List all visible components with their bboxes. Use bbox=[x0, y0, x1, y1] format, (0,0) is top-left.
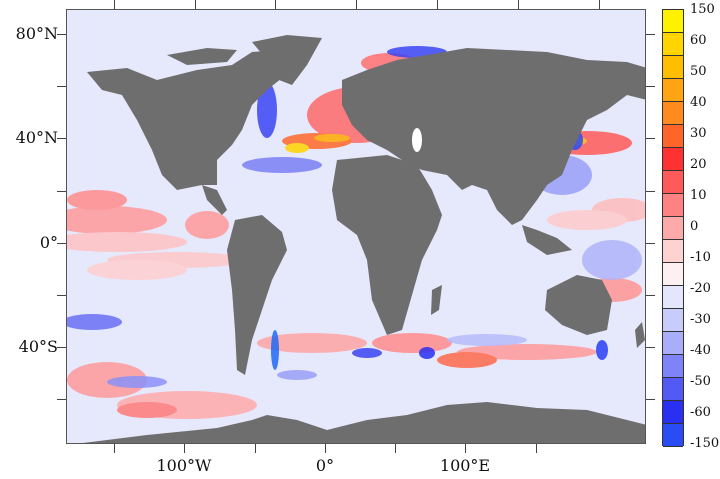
colorbar-label: 20 bbox=[690, 157, 707, 172]
colorbar-label: -60 bbox=[690, 405, 711, 420]
colorbar-box bbox=[663, 355, 683, 378]
colorbar-label: 30 bbox=[690, 126, 707, 141]
colorbar-label: -50 bbox=[690, 374, 711, 389]
x-label-0: 0° bbox=[315, 456, 335, 475]
colorbar-label: 0 bbox=[690, 219, 699, 234]
y-tick bbox=[57, 243, 66, 244]
right-tick bbox=[646, 243, 655, 244]
top-tick bbox=[275, 0, 276, 9]
x-tick bbox=[184, 444, 185, 453]
colorbar-box bbox=[663, 424, 683, 447]
colorbar-box bbox=[663, 194, 683, 217]
x-tick bbox=[325, 444, 326, 453]
right-tick bbox=[646, 34, 655, 35]
colorbar-box bbox=[663, 263, 683, 286]
x-tick-minor bbox=[536, 444, 537, 453]
colorbar-label: 40 bbox=[690, 95, 707, 110]
y-tick bbox=[57, 34, 66, 35]
y-tick-minor bbox=[57, 86, 66, 87]
x-tick bbox=[465, 444, 466, 453]
colorbar-label: -150 bbox=[690, 436, 720, 451]
colorbar-label: 60 bbox=[690, 33, 707, 48]
colorbar-box bbox=[663, 56, 683, 79]
y-tick bbox=[57, 347, 66, 348]
map-svg bbox=[67, 35, 645, 443]
y-label-80n: 80°N bbox=[15, 24, 58, 43]
colorbar-box bbox=[663, 332, 683, 355]
top-tick bbox=[195, 0, 196, 9]
y-tick-minor bbox=[57, 399, 66, 400]
colorbar-box bbox=[663, 102, 683, 125]
top-tick bbox=[599, 0, 600, 9]
colorbar-box bbox=[663, 378, 683, 401]
colorbar-label: -30 bbox=[690, 312, 711, 327]
colorbar-box bbox=[663, 309, 683, 332]
colorbar-label: -20 bbox=[690, 281, 711, 296]
x-label-100w: 100°W bbox=[156, 456, 212, 475]
colorbar-label: 50 bbox=[690, 64, 707, 79]
top-tick bbox=[114, 0, 115, 9]
y-tick-minor bbox=[57, 295, 66, 296]
colorbar-box bbox=[663, 401, 683, 424]
top-tick bbox=[518, 0, 519, 9]
map-plot-area bbox=[66, 9, 646, 444]
colorbar-box bbox=[663, 148, 683, 171]
right-tick bbox=[646, 138, 655, 139]
x-tick-minor bbox=[395, 444, 396, 453]
y-label-40n: 40°N bbox=[15, 128, 58, 147]
y-label-0: 0° bbox=[39, 233, 58, 252]
colorbar-label: 150 bbox=[690, 2, 715, 17]
colorbar bbox=[662, 9, 684, 447]
caspian-sea bbox=[412, 128, 422, 152]
colorbar-box bbox=[663, 217, 683, 240]
right-tick bbox=[646, 347, 655, 348]
x-tick-minor bbox=[114, 444, 115, 453]
x-tick-minor bbox=[255, 444, 256, 453]
colorbar-box bbox=[663, 79, 683, 102]
colorbar-box bbox=[663, 33, 683, 56]
right-tick bbox=[646, 399, 655, 400]
colorbar-box bbox=[663, 240, 683, 263]
top-tick bbox=[437, 0, 438, 9]
x-label-100e: 100°E bbox=[439, 456, 491, 475]
top-tick bbox=[356, 0, 357, 9]
right-tick bbox=[646, 295, 655, 296]
right-tick bbox=[646, 191, 655, 192]
y-label-40s: 40°S bbox=[18, 337, 58, 356]
right-tick bbox=[646, 86, 655, 87]
colorbar-box bbox=[663, 125, 683, 148]
colorbar-box bbox=[663, 10, 683, 33]
colorbar-label: 10 bbox=[690, 188, 707, 203]
colorbar-label: -40 bbox=[690, 343, 711, 358]
colorbar-box bbox=[663, 286, 683, 309]
y-tick bbox=[57, 138, 66, 139]
colorbar-label: -10 bbox=[690, 250, 711, 265]
colorbar-box bbox=[663, 171, 683, 194]
land bbox=[83, 35, 645, 443]
y-tick-minor bbox=[57, 191, 66, 192]
